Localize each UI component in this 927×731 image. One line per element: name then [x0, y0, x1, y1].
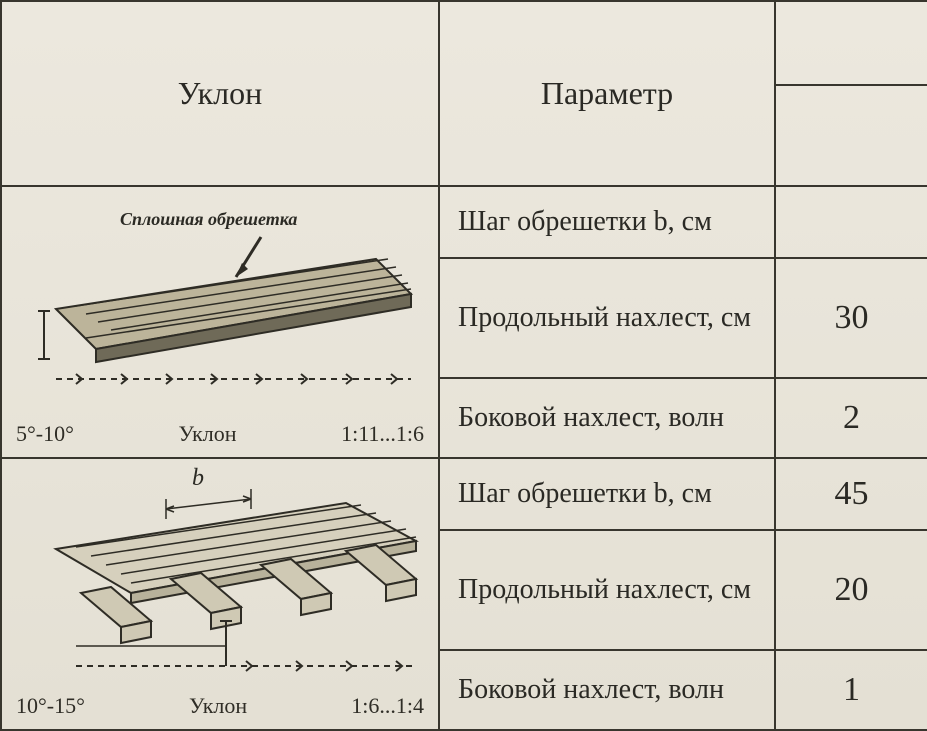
param-1-2-value: 2: [775, 378, 927, 458]
slope2-ratio: 1:6...1:4: [351, 693, 424, 719]
diagram2-svg: [16, 471, 426, 691]
header-value-bottom: [776, 86, 927, 185]
param-2-2-label: Боковой нахлест, волн: [439, 650, 775, 730]
param-2-2-value: 1: [775, 650, 927, 730]
param-1-0-value: [775, 186, 927, 258]
param-2-0-value: 45: [775, 458, 927, 530]
slope-cell-2: b: [1, 458, 439, 730]
slope1-ratio: 1:11...1:6: [341, 421, 424, 447]
param-1-1-label: Продольный нахлест, см: [439, 258, 775, 378]
slope1-angle: 5°-10°: [16, 421, 74, 447]
param-1-2-label: Боковой нахлест, волн: [439, 378, 775, 458]
diagram1-svg: [16, 199, 426, 409]
param-2-1-value: 20: [775, 530, 927, 650]
slope-cell-1: Сплошная обрешетка: [1, 186, 439, 458]
param-2-0-label: Шаг обрешетки b, см: [439, 458, 775, 530]
param-1-0-label: Шаг обрешетки b, см: [439, 186, 775, 258]
slope2-angle: 10°-15°: [16, 693, 85, 719]
slope1-word: Уклон: [178, 421, 236, 447]
header-slope: Уклон: [1, 1, 439, 186]
param-1-1-value: 30: [775, 258, 927, 378]
param-2-1-label: Продольный нахлест, см: [439, 530, 775, 650]
header-param: Параметр: [439, 1, 775, 186]
header-value-split: [775, 1, 927, 186]
diagram1-caption: Сплошная обрешетка: [120, 209, 297, 230]
diagram2-b-label: b: [192, 465, 204, 492]
slope2-word: Уклон: [189, 693, 247, 719]
header-value-top: [776, 2, 927, 86]
